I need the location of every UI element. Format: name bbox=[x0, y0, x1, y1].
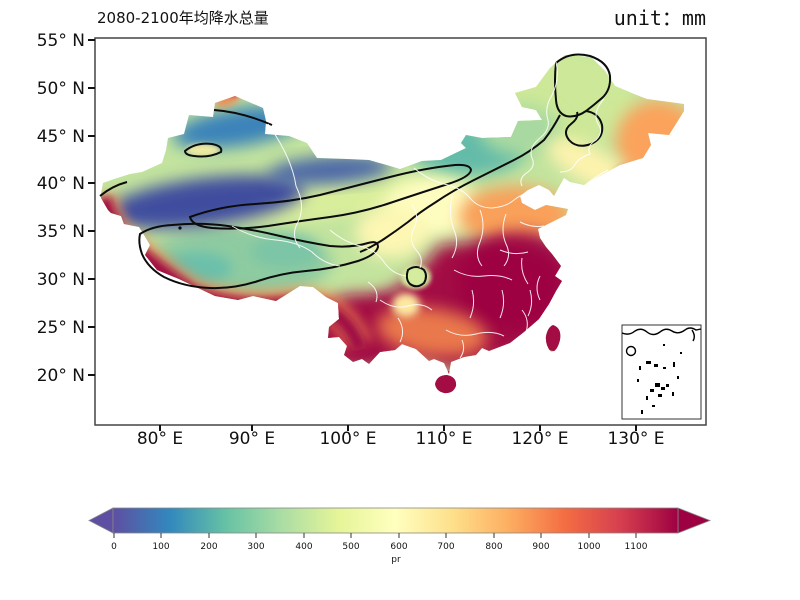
colorbar-variable-label: pr bbox=[391, 555, 401, 565]
colorbar-left-arrow bbox=[88, 507, 114, 534]
y-tick-label: 45° N bbox=[37, 127, 85, 147]
colorbar-tick-label: 500 bbox=[342, 542, 359, 552]
y-tick-label: 25° N bbox=[37, 318, 85, 338]
colorbar-ticks bbox=[113, 533, 637, 538]
y-tick-label: 55° N bbox=[37, 31, 85, 51]
contour-dot bbox=[178, 226, 182, 230]
colorbar-tick-label: 400 bbox=[295, 542, 312, 552]
contour-lines bbox=[99, 53, 612, 290]
colorbar-tick-label: 1000 bbox=[578, 542, 601, 552]
y-tick-label: 40° N bbox=[37, 174, 85, 194]
x-tick-label: 100° E bbox=[319, 429, 376, 449]
plot-title: 2080-2100年均降水总量 bbox=[97, 9, 269, 27]
china-precip-field bbox=[101, 55, 684, 394]
x-tick-label: 110° E bbox=[415, 429, 472, 449]
x-tick-label: 130° E bbox=[607, 429, 664, 449]
colorbar-tick-label: 1100 bbox=[625, 542, 648, 552]
colorbar-tick-label: 200 bbox=[200, 542, 217, 552]
y-axis-labels: 55° N 50° N 45° N 40° N 35° N 30° N 25° … bbox=[37, 31, 85, 386]
colorbar: 0 100 200 300 400 500 600 700 800 900 10… bbox=[88, 507, 712, 565]
x-tick-label: 120° E bbox=[511, 429, 568, 449]
unit-label: unit：mm bbox=[614, 6, 706, 30]
colorbar-tick-label: 700 bbox=[437, 542, 454, 552]
colorbar-tick-label: 800 bbox=[485, 542, 502, 552]
inset-islands bbox=[637, 344, 682, 414]
y-tick-label: 30° N bbox=[37, 270, 85, 290]
y-tick-label: 20° N bbox=[37, 366, 85, 386]
colorbar-tick-label: 600 bbox=[390, 542, 407, 552]
colorbar-tick-label: 0 bbox=[111, 542, 117, 552]
axis-ticks bbox=[88, 39, 637, 431]
y-tick-label: 35° N bbox=[37, 222, 85, 242]
y-tick-label: 50° N bbox=[37, 79, 85, 99]
colorbar-tick-label: 900 bbox=[532, 542, 549, 552]
province-borders bbox=[231, 61, 609, 359]
x-tick-label: 90° E bbox=[229, 429, 275, 449]
colorbar-gradient-bar bbox=[112, 507, 679, 534]
south-china-sea-inset bbox=[621, 324, 702, 420]
colorbar-tick-label: 300 bbox=[247, 542, 264, 552]
colorbar-tick-label: 100 bbox=[152, 542, 169, 552]
colorbar-tick-labels: 0 100 200 300 400 500 600 700 800 900 10… bbox=[111, 542, 648, 552]
colorbar-right-arrow bbox=[677, 507, 712, 534]
x-tick-label: 80° E bbox=[137, 429, 183, 449]
x-axis-labels: 80° E 90° E 100° E 110° E 120° E 130° E bbox=[137, 429, 665, 449]
